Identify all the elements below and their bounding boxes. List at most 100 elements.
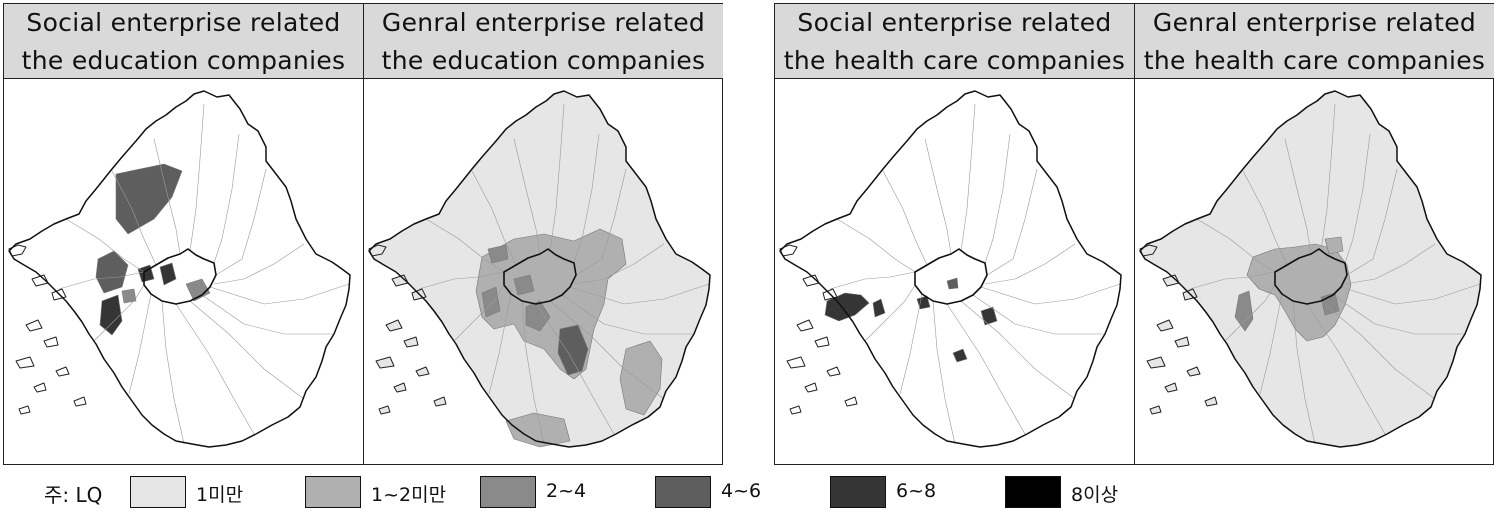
district-boundary [960,103,976,252]
panel-title-line2: the education companies [21,46,346,75]
district-boundary [189,300,305,400]
district-region [1234,290,1254,332]
district-boundary [1344,243,1436,285]
legend-label: 1~2미만 [371,484,447,506]
district-boundary [1320,300,1436,400]
district-boundary [882,170,928,266]
district-boundary [209,283,350,305]
district-boundary [932,300,956,445]
map-general-healthcare [1135,79,1494,464]
district-boundary [1346,168,1398,276]
district-boundary [972,294,1105,335]
island [1174,336,1190,348]
education-map-group: Social enterprise related the education … [3,3,723,465]
island [826,366,841,377]
island [33,382,47,393]
legend-swatch [305,476,361,508]
district-region [121,288,137,304]
district-region [946,277,959,290]
district-boundary [1259,293,1283,395]
choropleth-map [368,90,711,448]
district-boundary [1242,170,1288,266]
district-boundary [513,138,541,255]
district-boundary [535,303,615,435]
island [814,336,830,348]
island [1204,396,1218,407]
legend-title: 주: LQ [44,483,103,507]
panel-header: Genral enterprise related the education … [364,4,723,79]
district-region [916,295,931,310]
district-boundary [189,103,205,252]
map-social-education [4,79,363,464]
panel-header: Genral enterprise related the health car… [1135,4,1494,79]
island [433,396,447,407]
district-region [115,163,183,235]
district-boundary [153,138,181,255]
seoul-boundary [143,248,217,305]
island [403,336,419,348]
district-boundary [549,300,665,400]
district-boundary [980,283,1121,305]
legend-label: 6~8 [896,480,937,502]
province-outline [8,90,351,448]
district-boundary [453,284,505,342]
island [378,405,391,415]
district-boundary [924,138,952,255]
panel-header: Social enterprise related the health car… [775,4,1134,79]
panel-title-line1: Social enterprise related [797,8,1112,37]
panel-header: Social enterprise related the education … [4,4,363,79]
district-region [872,298,886,318]
district-boundary [1320,103,1336,252]
province-outline [779,90,1122,448]
district-boundary [573,243,665,285]
district-boundary [984,133,1011,264]
island [1156,319,1174,332]
legend-swatch [130,476,186,508]
legend-label: 2~4 [546,480,587,502]
district-boundary [418,271,505,290]
district-boundary [946,303,1026,435]
legend-swatch [480,476,536,508]
island [55,366,70,377]
district-region [619,340,663,416]
district-region [99,294,123,336]
island [796,319,814,332]
district-region [159,262,177,286]
district-boundary [471,170,517,266]
panel-title-line1: Genral enterprise related [1152,8,1477,37]
district-boundary [488,293,512,395]
district-boundary [1196,218,1276,273]
district-boundary [213,133,240,264]
district-boundary [111,170,157,266]
district-region [505,412,571,448]
district-boundary [1292,300,1316,445]
district-boundary [573,133,600,264]
panel-general-education: Genral enterprise related the education … [363,4,723,464]
island [1146,356,1166,369]
district-boundary [425,218,505,273]
district-region [185,278,211,302]
legend: 주: LQ 1미만 1~2미만 2~4 4~6 6~8 8이상 [0,474,1500,510]
island [43,336,59,348]
district-boundary [836,218,916,273]
panel-social-healthcare: Social enterprise related the health car… [775,4,1134,464]
panel-title-line2: the education companies [381,46,706,75]
island [844,396,858,407]
district-boundary [1344,133,1371,264]
district-boundary [1340,283,1481,305]
province-fill [780,91,1121,447]
island [1186,366,1201,377]
island [18,405,31,415]
choropleth-map [779,90,1122,448]
district-boundary [65,218,145,273]
province-outline [368,90,711,448]
district-boundary [899,293,923,395]
district-boundary [58,271,145,290]
district-boundary [561,294,694,335]
legend-label: 1미만 [196,484,244,506]
island [1149,405,1162,415]
district-boundary [1224,284,1276,342]
district-region [513,274,535,296]
district-boundary [984,243,1076,285]
district-boundary [829,271,916,290]
